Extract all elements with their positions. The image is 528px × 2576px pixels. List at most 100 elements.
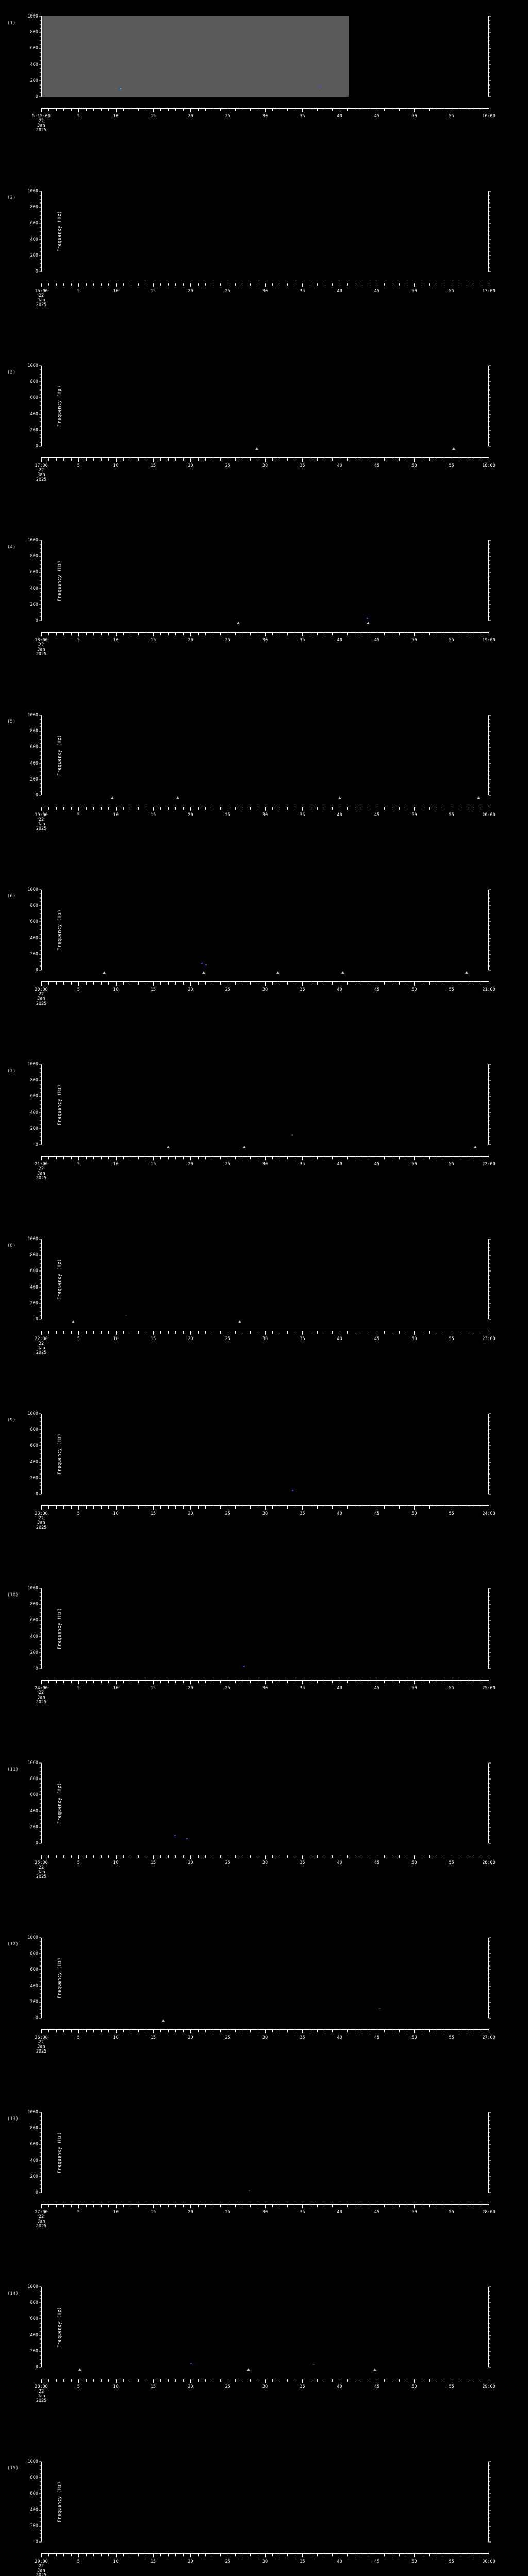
- x-tick-mark: [332, 982, 333, 985]
- x-tick-label: 25: [225, 812, 230, 818]
- x-tick-label: 19:00: [482, 638, 496, 643]
- y-minor-tick-mark: [489, 1291, 490, 1292]
- x-tick-mark: [250, 2205, 251, 2207]
- x-tick-mark: [153, 982, 154, 986]
- plot-area: Frequency (Hz) 1000 800 600 400 200 0: [28, 1760, 491, 1846]
- y-tick-mark: [489, 604, 491, 605]
- x-tick-mark: [160, 1331, 161, 1334]
- y-minor-tick-mark: [40, 1616, 41, 1617]
- x-tick-label: 10: [113, 812, 119, 818]
- x-tick-mark: [41, 1506, 42, 1510]
- x-tick-mark: [399, 1855, 400, 1858]
- y-tick-mark: [39, 540, 41, 541]
- x-tick-mark: [108, 2030, 109, 2032]
- x-tick-mark: [190, 109, 191, 112]
- y-minor-tick-mark: [489, 2469, 490, 2470]
- x-tick-label: 50: [411, 1162, 417, 1167]
- x-tick-mark: [41, 1855, 42, 1859]
- x-tick-mark: [414, 109, 415, 112]
- x-tick-label: 50: [411, 812, 417, 818]
- x-tick-mark: [78, 2379, 79, 2383]
- x-tick-mark: [116, 1855, 117, 1859]
- axis-date-stack: 22 Jan 2025: [36, 2040, 46, 2054]
- x-tick-mark: [235, 1331, 236, 1334]
- x-tick-mark: [235, 109, 236, 111]
- x-tick-mark: [153, 1331, 154, 1335]
- y-minor-tick-mark: [40, 893, 41, 894]
- x-tick-mark: [168, 633, 169, 635]
- panel-index-label: (13): [7, 2116, 19, 2122]
- x-tick-label: 20: [188, 1860, 193, 1866]
- x-tick-mark: [414, 2030, 415, 2033]
- x-tick-mark: [332, 807, 333, 810]
- y-tick-label: 1000: [27, 1062, 38, 1067]
- right-axis-line: [488, 2112, 489, 2193]
- panel-index-label: (15): [7, 2466, 19, 2471]
- detection-mark: [125, 1314, 127, 1316]
- x-tick-mark: [86, 109, 87, 111]
- y-minor-tick-mark: [489, 552, 490, 553]
- x-axis-labels: 5:15:00 5 10 15 20 25 30 35 40 45 50 55 16:00: [0, 114, 528, 120]
- x-tick-label: 15: [150, 1686, 156, 1691]
- x-tick-mark: [123, 458, 124, 461]
- spectrogram-panel: (9) Frequency (Hz) 1000 800 600 400 200 0 23:00 5…: [0, 1409, 528, 1583]
- y-tick-label: 600: [30, 2142, 38, 2147]
- x-tick-mark: [302, 1157, 303, 1160]
- x-tick-label: 23:00: [482, 1336, 496, 1342]
- x-tick-mark: [138, 1855, 139, 1858]
- x-tick-mark: [205, 1157, 206, 1159]
- x-tick-mark: [384, 982, 385, 985]
- x-tick-label: 20: [188, 2559, 193, 2564]
- y-minor-tick-mark: [489, 2156, 490, 2157]
- x-tick-mark: [168, 2205, 169, 2207]
- y-tick-mark: [39, 2160, 41, 2161]
- y-minor-tick-mark: [489, 1108, 490, 1109]
- x-tick-label: 25: [225, 1336, 230, 1342]
- x-tick-mark: [138, 2554, 139, 2556]
- x-tick-mark: [332, 2554, 333, 2556]
- x-tick-mark: [250, 1157, 251, 1159]
- y-minor-tick-mark: [489, 1132, 490, 1133]
- x-tick-mark: [108, 2554, 109, 2556]
- date-line-2: Jan: [37, 2219, 45, 2224]
- y-minor-tick-mark: [489, 2136, 490, 2137]
- axis-date-stack: 22 Jan 2025: [36, 2564, 46, 2576]
- x-tick-mark: [86, 1331, 87, 1334]
- x-tick-label: 50: [411, 114, 417, 119]
- x-tick-mark: [71, 1506, 72, 1509]
- x-tick-mark: [48, 109, 50, 111]
- date-line-3: 2025: [36, 2049, 47, 2054]
- y-tick-label: 400: [30, 586, 38, 591]
- y-tick-label: 200: [30, 427, 38, 433]
- x-tick-mark: [183, 633, 184, 635]
- y-axis-label: Frequency (Hz): [57, 210, 62, 252]
- x-tick-mark: [302, 633, 303, 636]
- x-tick-mark: [160, 807, 161, 810]
- y-tick-label: 0: [35, 1492, 38, 1497]
- x-tick-mark: [86, 1506, 87, 1509]
- y-axis-label: Frequency (Hz): [57, 2131, 62, 2174]
- x-tick-mark: [429, 1157, 430, 1159]
- x-tick-mark: [183, 458, 184, 461]
- x-tick-mark: [399, 807, 400, 810]
- date-line-2: Jan: [37, 822, 45, 827]
- y-minor-tick-mark: [40, 1803, 41, 1804]
- x-tick-mark: [272, 458, 273, 461]
- x-tick-mark: [384, 807, 385, 810]
- spectrogram-panel: (3) Frequency (Hz) 1000 800 600 400 200 0 17:00 5…: [0, 361, 528, 535]
- right-axis-line: [488, 1763, 489, 1843]
- event-marker-triangle: [167, 1146, 170, 1148]
- y-tick-label: 800: [30, 2126, 38, 2131]
- x-tick-label: 5: [77, 2559, 80, 2564]
- axis-date-stack: 22 Jan 2025: [36, 1342, 46, 1355]
- y-tick-label: 200: [30, 776, 38, 782]
- x-tick-mark: [71, 1681, 72, 1683]
- y-minor-tick-mark: [40, 2120, 41, 2121]
- x-tick-mark: [78, 807, 79, 811]
- x-tick-mark: [399, 2030, 400, 2032]
- x-tick-label: 15: [150, 114, 156, 119]
- x-tick-label: 10: [113, 1336, 119, 1342]
- y-tick-label: 800: [30, 728, 38, 734]
- x-tick-label: 30: [262, 114, 268, 119]
- x-tick-label: 20: [188, 289, 193, 294]
